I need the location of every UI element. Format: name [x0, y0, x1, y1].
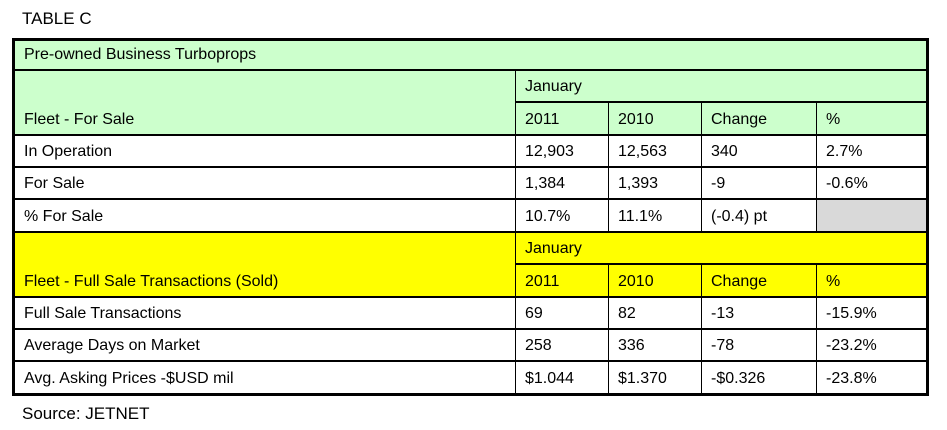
col-header-change: Change: [701, 100, 817, 136]
row-label-avg-asking-prices: Avg. Asking Prices -$USD mil: [13, 359, 516, 396]
data-cell: 10.7%: [515, 197, 609, 233]
section-fleet-for-sale-label: Fleet - For Sale: [13, 68, 516, 136]
data-cell: $1.370: [608, 359, 702, 396]
data-cell: 1,393: [608, 165, 702, 200]
data-cell: 336: [608, 327, 702, 362]
data-cell: -9: [701, 165, 817, 200]
section-full-sale-transactions-label: Fleet - Full Sale Transactions (Sold): [13, 230, 516, 298]
table-row: For Sale 1,384 1,393 -9 -0.6%: [13, 165, 929, 200]
col-header-pct: %: [815, 100, 929, 136]
col-header-2010: 2010: [608, 262, 702, 298]
data-cell: -0.6%: [815, 165, 929, 200]
row-label-average-days-on-market: Average Days on Market: [13, 327, 516, 362]
data-cell: 69: [515, 295, 609, 330]
data-cell: 2.7%: [815, 133, 929, 168]
data-cell: (-0.4) pt: [701, 197, 817, 233]
data-cell: 340: [701, 133, 817, 168]
empty-gray-cell: [815, 197, 929, 233]
period-header-january-1: January: [514, 68, 929, 103]
row-label-in-operation: In Operation: [13, 133, 516, 168]
table-title-cell: Pre-owned Business Turboprops: [12, 38, 929, 71]
table-row: Average Days on Market 258 336 -78 -23.2…: [13, 327, 929, 362]
data-cell: 11.1%: [608, 197, 702, 233]
col-header-2011: 2011: [515, 262, 609, 298]
col-header-2010: 2010: [608, 100, 702, 136]
data-cell: 12,903: [515, 133, 609, 168]
source-note: Source: JETNET: [22, 404, 150, 423]
data-cell: 82: [608, 295, 702, 330]
col-header-pct: %: [815, 262, 929, 298]
col-header-change: Change: [701, 262, 817, 298]
data-cell: -78: [701, 327, 817, 362]
row-label-full-sale-transactions: Full Sale Transactions: [13, 295, 516, 330]
data-cell: -15.9%: [815, 295, 929, 330]
table-row: Full Sale Transactions 69 82 -13 -15.9%: [13, 295, 929, 330]
data-cell: -23.8%: [815, 359, 929, 396]
table-row: In Operation 12,903 12,563 340 2.7%: [13, 133, 929, 168]
data-cell: $1.044: [515, 359, 609, 396]
data-cell: 1,384: [515, 165, 609, 200]
table-row: % For Sale 10.7% 11.1% (-0.4) pt: [13, 197, 929, 233]
table-row: Avg. Asking Prices -$USD mil $1.044 $1.3…: [13, 359, 929, 396]
turboprops-table: Pre-owned Business Turboprops Fleet - Fo…: [12, 38, 930, 396]
col-header-2011: 2011: [515, 100, 609, 136]
data-cell: 12,563: [608, 133, 702, 168]
data-cell: -$0.326: [701, 359, 817, 396]
period-header-january-2: January: [514, 230, 929, 265]
row-label-for-sale: For Sale: [13, 165, 516, 200]
row-label-pct-for-sale: % For Sale: [13, 197, 516, 233]
table-caption: TABLE C: [22, 9, 92, 28]
data-cell: -23.2%: [815, 327, 929, 362]
data-cell: -13: [701, 295, 817, 330]
data-cell: 258: [515, 327, 609, 362]
